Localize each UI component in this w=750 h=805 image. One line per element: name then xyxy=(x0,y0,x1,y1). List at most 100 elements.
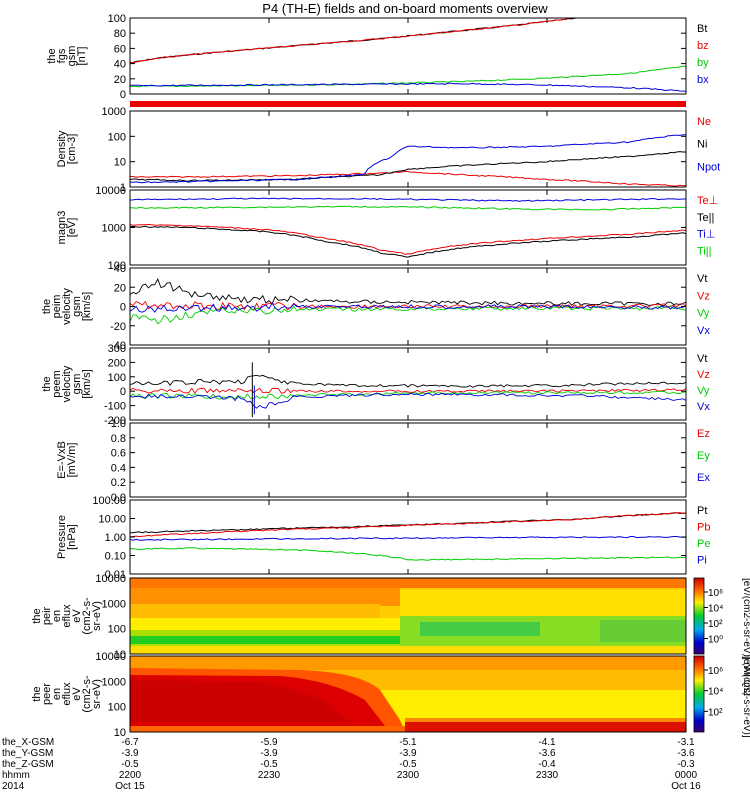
x-axis-value: -3.6 xyxy=(538,748,556,759)
x-axis-value: 2330 xyxy=(536,770,559,781)
colorbar-ticks: 10⁶ 10⁴ 10² 10⁰ 10⁶ 10⁴ 10² xyxy=(704,588,723,718)
y-tick-label: -100 xyxy=(104,401,126,413)
y-axis-label: [cm-3] xyxy=(66,134,78,165)
y-tick-label: 100 xyxy=(108,131,126,143)
x-axis-value: -0.5 xyxy=(399,759,417,770)
panel-2-series-3 xyxy=(130,134,686,184)
y-axis-label: peer xyxy=(41,683,53,705)
y-tick-label: 100 xyxy=(108,702,126,714)
y-axis-label: Pressure xyxy=(56,515,68,559)
x-axis-value: -3.9 xyxy=(399,748,417,759)
y-tick-label: 10 xyxy=(114,157,126,169)
legend-entry: Vt xyxy=(697,353,707,365)
y-axis-label: eV xyxy=(71,687,83,701)
legend-entry: Ey xyxy=(697,450,710,462)
panel-2-series-1 xyxy=(130,170,686,187)
legend-entry: Pt xyxy=(697,505,707,517)
y-tick-label: 0.6 xyxy=(111,448,126,460)
y-tick-label: 100 xyxy=(108,624,126,636)
panel-7-series xyxy=(130,512,686,561)
x-axis-value: -0.3 xyxy=(677,759,695,770)
y-tick-label: 1.0 xyxy=(111,418,126,430)
y-axis-label: Density xyxy=(56,130,68,167)
panel-4-series xyxy=(130,278,686,325)
panel-6-frame xyxy=(129,422,687,498)
legend-entry: Ni xyxy=(697,139,707,151)
y-axis-label: eflux xyxy=(61,604,73,628)
x-axis-value: -5.1 xyxy=(399,737,417,748)
y-axis-label: [mV/m] xyxy=(66,443,78,478)
y-axis-label: peem xyxy=(51,370,63,398)
legend-entry: Npot xyxy=(697,161,720,173)
colorbar-tick-label: 10² xyxy=(708,619,723,630)
legend-entry: bz xyxy=(697,40,709,52)
y-tick-label: 20 xyxy=(114,74,126,86)
x-axis-value: -0.5 xyxy=(260,759,278,770)
x-axis-value: 2230 xyxy=(258,770,281,781)
y-axis-label: (cm2-s- xyxy=(81,597,93,635)
panel-1-series xyxy=(130,18,686,92)
y-tick-label: -200 xyxy=(104,415,126,427)
panel-5-series-4 xyxy=(130,392,686,409)
legend-entry: Pi xyxy=(697,555,707,567)
x-axis-value: -0.4 xyxy=(538,759,556,770)
y-axis-label: peim xyxy=(51,295,63,319)
legend-entry: Vz xyxy=(697,369,710,381)
y-axis-label: gsm xyxy=(71,296,83,317)
y-axis-label: fgs xyxy=(56,48,68,63)
panel-1-series-3 xyxy=(130,65,686,88)
y-tick-label: 1 xyxy=(120,182,126,194)
y-axis-label: [eV] xyxy=(66,218,78,238)
panel-4-series-3 xyxy=(130,305,686,325)
y-tick-label: 1000 xyxy=(102,598,126,610)
y-axis-label: gsm xyxy=(71,374,83,395)
colorbar-tick-label: 10⁶ xyxy=(708,666,723,677)
legend-entry: Te|| xyxy=(697,212,714,224)
x-axis-row-label: hhmm xyxy=(2,770,30,781)
y-tick-label: 1.00 xyxy=(105,532,126,544)
y-tick-label: 40 xyxy=(114,340,126,352)
y-tick-label: 40 xyxy=(114,263,126,275)
ion-spectrogram xyxy=(130,578,686,654)
y-tick-label: 0.4 xyxy=(111,462,126,474)
y-tick-label: 100 xyxy=(108,372,126,384)
legend-entry: Ne xyxy=(697,116,711,128)
y-tick-label: 10000 xyxy=(95,573,126,585)
x-axis-value: 2300 xyxy=(397,770,420,781)
y-axis-label: eV xyxy=(71,609,83,623)
panel-7-series-2 xyxy=(130,512,686,538)
y-tick-label: 0.8 xyxy=(111,433,126,445)
colorbar-tick-label: 10⁰ xyxy=(708,635,723,646)
y-axis-label: the xyxy=(31,608,43,623)
legend-entry: Ti⊥ xyxy=(697,229,715,241)
panel-5-series xyxy=(130,374,686,409)
colorbar-tick-label: 10⁴ xyxy=(708,687,723,698)
colorbar-tick-label: 10⁴ xyxy=(708,604,723,615)
x-axis-value: 0000 xyxy=(675,770,698,781)
y-axis-label: magn3 xyxy=(56,211,68,245)
colorbar-label-ion: [eV/(cm2-s-sr-eV)] (All Qs) xyxy=(741,578,750,696)
x-axis-value: -4.1 xyxy=(538,737,556,748)
y-tick-label: 10.00 xyxy=(98,514,126,526)
x-axis-value: Oct 15 xyxy=(115,781,145,792)
y-axis-label: the xyxy=(46,48,58,63)
x-axis-row-label: the_Z-GSM xyxy=(2,759,54,770)
y-tick-label: 200 xyxy=(108,357,126,369)
y-axis-label: eflux xyxy=(61,682,73,706)
y-axis-label: [km/s] xyxy=(81,369,93,398)
y-tick-label: 20 xyxy=(114,282,126,294)
panel-2: 1000 100 10 1 Density[cm-3] Ne Ni Npot xyxy=(56,106,720,194)
panel-7: 100.00 10.00 1.00 0.10 0.01 Pressure[nPa] Pt Pb… xyxy=(56,495,710,581)
x-axis-value: -3.9 xyxy=(260,748,278,759)
y-tick-label: 0 xyxy=(120,386,126,398)
legend-entry: Pb xyxy=(697,522,710,534)
colorbar-ion xyxy=(693,577,705,655)
y-axis-label: en xyxy=(51,688,63,700)
panel-2-series-2 xyxy=(130,151,686,182)
y-axis-label: (cm2-s- xyxy=(81,675,93,713)
legend-entry: Vt xyxy=(697,273,707,285)
panel-1-series-4 xyxy=(130,82,686,92)
x-axis-value: -3.1 xyxy=(677,737,695,748)
panel-5-frame xyxy=(129,347,687,421)
